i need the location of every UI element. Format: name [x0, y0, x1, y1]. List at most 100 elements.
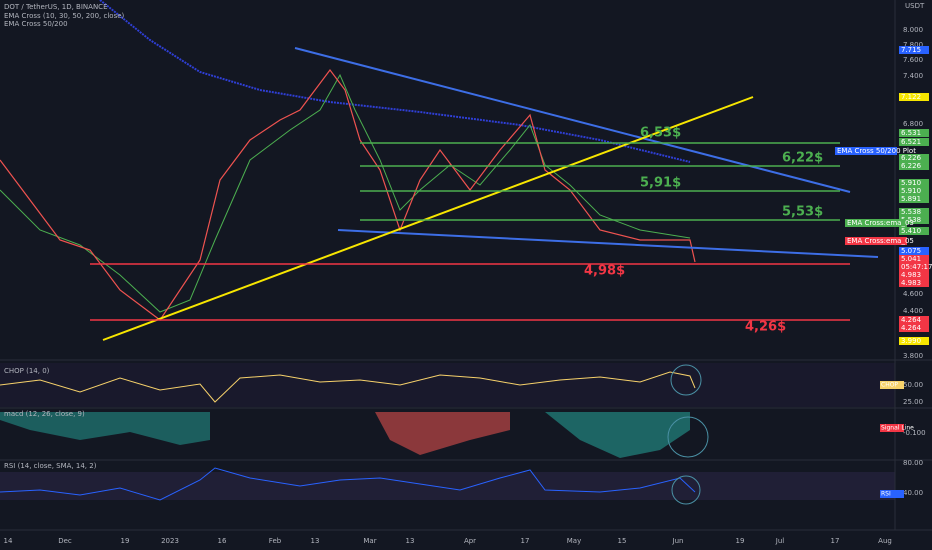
price-label-bg [899, 263, 929, 271]
panel-tick: 50.00 [903, 381, 923, 389]
time-tick: 13 [406, 537, 415, 545]
price-label: 5.538 [901, 216, 921, 224]
price-label: 4.264 [901, 316, 922, 324]
price-tick: 4.400 [903, 307, 923, 315]
price-label-bg [899, 154, 929, 162]
panel-tag-bg [880, 424, 904, 432]
time-tick: Mar [363, 537, 376, 545]
price-label: 4.983 [901, 279, 921, 287]
panel-tag-bg [880, 381, 904, 389]
time-tick: 14 [4, 537, 13, 545]
price-tick: 3.800 [903, 352, 923, 360]
price-label-bg [899, 129, 929, 137]
price-tick: 7.400 [903, 72, 923, 80]
price-label-bg [899, 187, 929, 195]
time-tick: 17 [521, 537, 530, 545]
highlight-circle [671, 475, 701, 505]
price-label-bg [899, 208, 929, 216]
price-label: 6.226 [901, 162, 922, 170]
price-label: 5.041 [901, 255, 921, 263]
price-label: 7.122 [901, 93, 921, 101]
time-tick: 2023 [161, 537, 179, 545]
price-label: 3.990 [901, 337, 921, 345]
level-label: 4,98$ [584, 264, 625, 279]
price-label: 5.891 [901, 195, 921, 203]
price-tick: 6.800 [903, 120, 923, 128]
price-label-bg [899, 216, 929, 224]
time-tick: 19 [736, 537, 745, 545]
price-label: 5.910 [901, 179, 921, 187]
axis-unit: USDT [905, 2, 925, 10]
panel-title: RSI (14, close, SMA, 14, 2) [4, 462, 97, 470]
price-label: 7.715 [901, 46, 921, 54]
panel-tag: CHOP [881, 382, 898, 389]
time-tick: 17 [831, 537, 840, 545]
time-tick: 15 [618, 537, 627, 545]
level-label: 5,91$ [640, 176, 681, 191]
time-tick: Aug [878, 537, 892, 545]
ema200 [99, 0, 691, 163]
symbol-title: DOT / TetherUS, 1D, BINANCE [4, 3, 108, 11]
price-label-bg [899, 46, 929, 54]
price-tick: 4.600 [903, 290, 923, 298]
plot-tag-bg [845, 219, 907, 227]
time-tick: Jun [672, 537, 684, 545]
plot-tag-bg [845, 237, 907, 245]
highlight-circle [667, 416, 709, 458]
panel-title: CHOP (14, 0) [4, 367, 50, 375]
panel-tag-bg [880, 490, 904, 498]
price-label-bg [899, 279, 929, 287]
chop-band [0, 363, 895, 407]
price-label: 5.538 [901, 208, 921, 216]
indicator-name: EMA Cross (10, 30, 50, 200, close) [4, 12, 125, 20]
time-tick: 16 [218, 537, 227, 545]
panel-tick: 25.00 [903, 398, 923, 406]
price-label-bg [899, 179, 929, 187]
indicator-name: EMA Cross 50/200 [4, 20, 68, 28]
highlight-circle [670, 364, 702, 396]
level-label: 6,22$ [782, 151, 823, 166]
price-label: 5.075 [901, 247, 921, 255]
trendline [294, 47, 851, 193]
price-label: 4.264 [901, 324, 922, 332]
price-label-bg [899, 316, 929, 324]
panel-title: macd (12, 26, close, 9) [4, 410, 85, 418]
macd-histogram [375, 412, 510, 455]
time-tick: 13 [311, 537, 320, 545]
panel-tag: RSI [881, 491, 891, 498]
price-label-bg [899, 247, 929, 255]
price-label-bg [899, 255, 929, 263]
price-tick: 8.000 [903, 26, 923, 34]
plot-tag: EMA Cross:ema_03 [847, 219, 914, 227]
time-tick: Apr [464, 537, 476, 545]
rsi-line [0, 467, 696, 501]
price-label-bg [899, 195, 929, 203]
panel-tick: 80.00 [903, 459, 923, 467]
trendline [337, 229, 879, 258]
panel-tag: Signal Line [881, 425, 914, 432]
level-label: 5,53$ [782, 205, 823, 220]
price-path [0, 69, 696, 321]
ema-slow [0, 73, 691, 313]
price-tick: 7.600 [903, 56, 923, 64]
price-label-bg [899, 227, 929, 235]
level-label: 4,26$ [745, 320, 786, 335]
price-label: 05:47:17 [901, 263, 932, 271]
plot-tag: EMA Cross 50/200 Plot [837, 147, 916, 155]
price-label-bg [899, 162, 929, 170]
rsi-band [0, 472, 895, 500]
level-label: 6,53$ [640, 126, 681, 141]
time-tick: Feb [269, 537, 282, 545]
panel-tick: 40.00 [903, 489, 923, 497]
price-label: 6.531 [901, 129, 921, 137]
price-label: 5.910 [901, 187, 921, 195]
time-tick: Dec [58, 537, 72, 545]
plot-tag: EMA Cross:ema_05 [847, 237, 914, 245]
trendline [102, 96, 754, 341]
price-label-bg [899, 138, 929, 146]
price-label: 6.226 [901, 154, 922, 162]
time-tick: Jul [775, 537, 785, 545]
